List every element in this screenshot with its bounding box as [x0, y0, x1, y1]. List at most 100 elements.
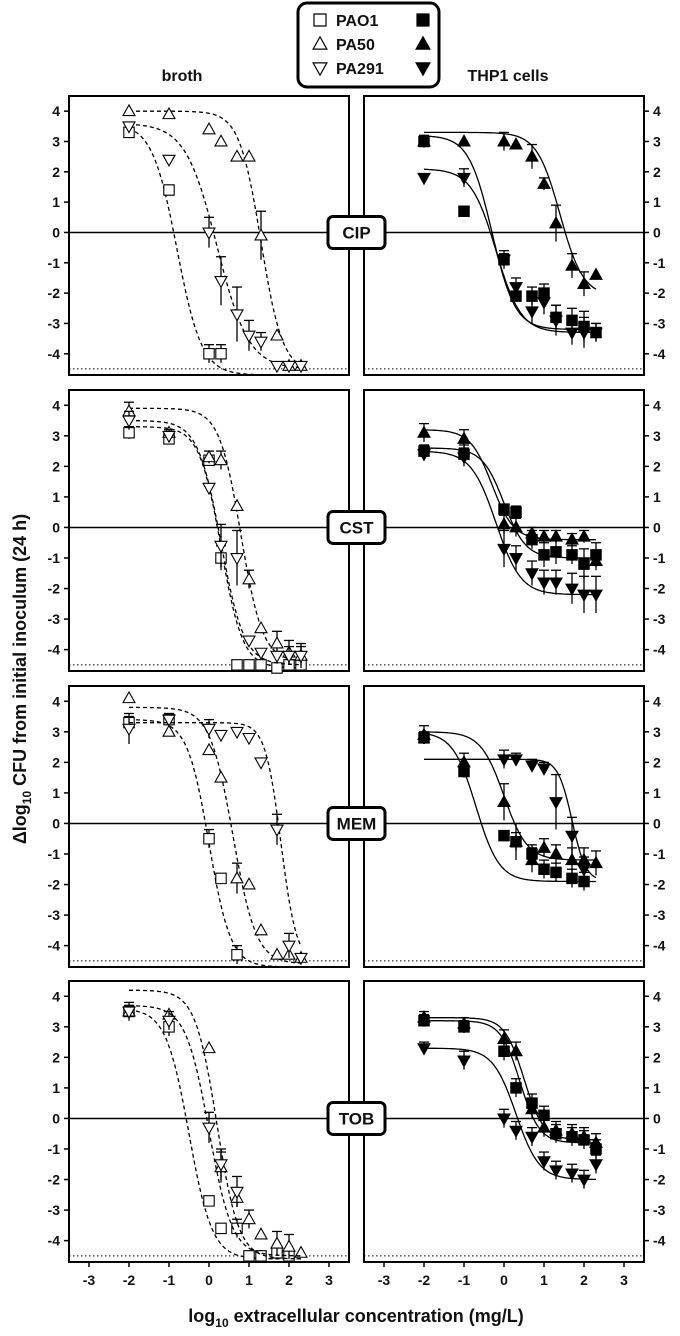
data-point-pao1 [215, 348, 227, 360]
data-point-pa50 [577, 529, 591, 542]
data-point-pa50 [509, 834, 523, 847]
fit-curve-pao1 [128, 127, 301, 376]
y-tick-label: 0 [52, 519, 60, 535]
y-tick-label: 1 [653, 489, 661, 505]
data-point-pa291 [577, 1174, 591, 1187]
data-point-pa291 [294, 650, 308, 664]
y-tick-label: -3 [48, 315, 61, 331]
legend-label-pa50: PA50 [336, 37, 375, 54]
y-tick-label: 2 [52, 458, 60, 474]
data-point-pa291 [525, 760, 539, 773]
data-point-pa291 [270, 824, 284, 837]
fit-curve-pa291 [424, 758, 597, 879]
data-point-pao1 [123, 427, 135, 439]
data-point-pa291 [254, 647, 268, 661]
data-point-pao1 [498, 1045, 510, 1057]
data-point-pao1 [215, 1222, 227, 1235]
data-point-pa50 [549, 1123, 563, 1136]
labels-layer: CIP CST MEM TOB broth THP1 cells PAO1 PA50 PA291… [10, 1, 549, 1330]
data-point-pa291 [497, 254, 511, 268]
data-point-pao1 [255, 659, 267, 671]
data-point-pa291 [509, 1125, 523, 1139]
data-point-pa50 [242, 877, 256, 890]
data-point-pa50 [270, 1236, 284, 1249]
data-point-pa50 [214, 770, 228, 783]
fit-curve-pa50 [129, 407, 302, 662]
panels-layer: 43210-1-2-3-443210-1-2-3-443210-1-2-3-44… [48, 95, 666, 1288]
y-tick-label: 1 [52, 489, 60, 505]
data-point-pa50 [242, 572, 256, 585]
panel-frame [68, 389, 350, 672]
data-point-pa50 [525, 852, 539, 866]
fit-curve-pa50 [129, 110, 302, 367]
data-point-pa50 [162, 724, 176, 737]
fit-curve-pao1 [129, 719, 301, 968]
panel-cip-thp1: 4 3 2 1 0 -1 -2 -3 -4 [363, 95, 666, 376]
y-tick-label: -2 [653, 285, 666, 301]
x-tick-label: -1 [458, 1272, 471, 1288]
data-point-pa50 [254, 1227, 268, 1240]
y-tick-label: -2 [653, 877, 666, 893]
data-point-pa291 [497, 1113, 511, 1126]
data-point-pa291 [509, 282, 523, 295]
y-tick-label: -3 [653, 315, 666, 331]
y-tick-label: 1 [653, 1080, 661, 1096]
data-point-pao1 [271, 662, 283, 674]
data-point-pa291 [122, 1006, 136, 1019]
data-point-pa50 [577, 276, 591, 289]
y-tick-label: -3 [48, 611, 61, 627]
data-point-pa291 [254, 336, 268, 350]
data-point-pa291 [589, 589, 603, 603]
data-point-pa50 [537, 1120, 551, 1133]
y-tick-label: 3 [52, 428, 60, 444]
legend-marker-open-pao1 [313, 13, 327, 27]
y-tick-label: 2 [52, 754, 60, 770]
legend-marker-filled-pao1 [416, 13, 430, 27]
drug-label-box [326, 805, 387, 841]
legend-label-pa291: PA291 [336, 61, 384, 78]
panel-cst-thp1: 4 3 2 1 0 -1 -2 -3 -4 [363, 389, 666, 672]
data-point-pa50 [202, 1040, 216, 1054]
data-point-pa291 [537, 577, 551, 590]
data-point-pa50 [457, 134, 471, 147]
fit-curve-pa291 [129, 722, 302, 947]
y-tick-label: -2 [653, 581, 666, 597]
x-axis-label: log10 extracellular concentration (mg/L) [188, 1306, 523, 1330]
data-point-pa291 [577, 589, 591, 603]
data-point-pa291 [497, 754, 511, 767]
fit-curve-pa50 [424, 429, 596, 541]
data-point-pa291 [565, 327, 579, 340]
y-tick-label: 0 [653, 224, 661, 240]
data-point-pa291 [537, 763, 551, 776]
fit-curve-pa50 [424, 131, 597, 290]
data-point-pa291 [497, 543, 511, 557]
data-point-pa50 [549, 529, 563, 542]
data-point-pa291 [282, 940, 296, 953]
data-point-pa50 [457, 754, 471, 768]
x-tick-label: -1 [163, 1272, 176, 1288]
data-point-pa291 [294, 952, 308, 966]
y-tick-label: -1 [48, 550, 61, 566]
data-point-pa291 [457, 1055, 471, 1068]
drug-label-tob: TOB [326, 1100, 387, 1136]
data-point-pa291 [457, 452, 471, 465]
data-point-pao1 [231, 1222, 243, 1235]
x-tick-label: 2 [285, 1272, 293, 1288]
data-point-pa50 [214, 452, 228, 466]
data-point-pa291 [122, 415, 136, 428]
data-point-pa291 [589, 1159, 603, 1172]
panel-frame [363, 685, 645, 968]
column-title-broth: broth [162, 68, 203, 85]
data-point-pa50 [254, 228, 268, 241]
y-tick-label: 0 [52, 224, 60, 240]
y-tick-label: 1 [653, 785, 661, 801]
y-tick-label: 4 [52, 693, 60, 709]
data-point-pao1 [566, 549, 578, 561]
data-point-pa291 [242, 635, 256, 648]
x-tick-label: -3 [378, 1272, 391, 1288]
x-tick-label: 3 [325, 1272, 333, 1288]
y-tick-label: -1 [653, 1141, 666, 1157]
legend-marker-filled-pa291 [415, 62, 431, 77]
y-axis-label-subscript: 10 [20, 791, 34, 805]
y-tick-label: 4 [52, 103, 60, 119]
